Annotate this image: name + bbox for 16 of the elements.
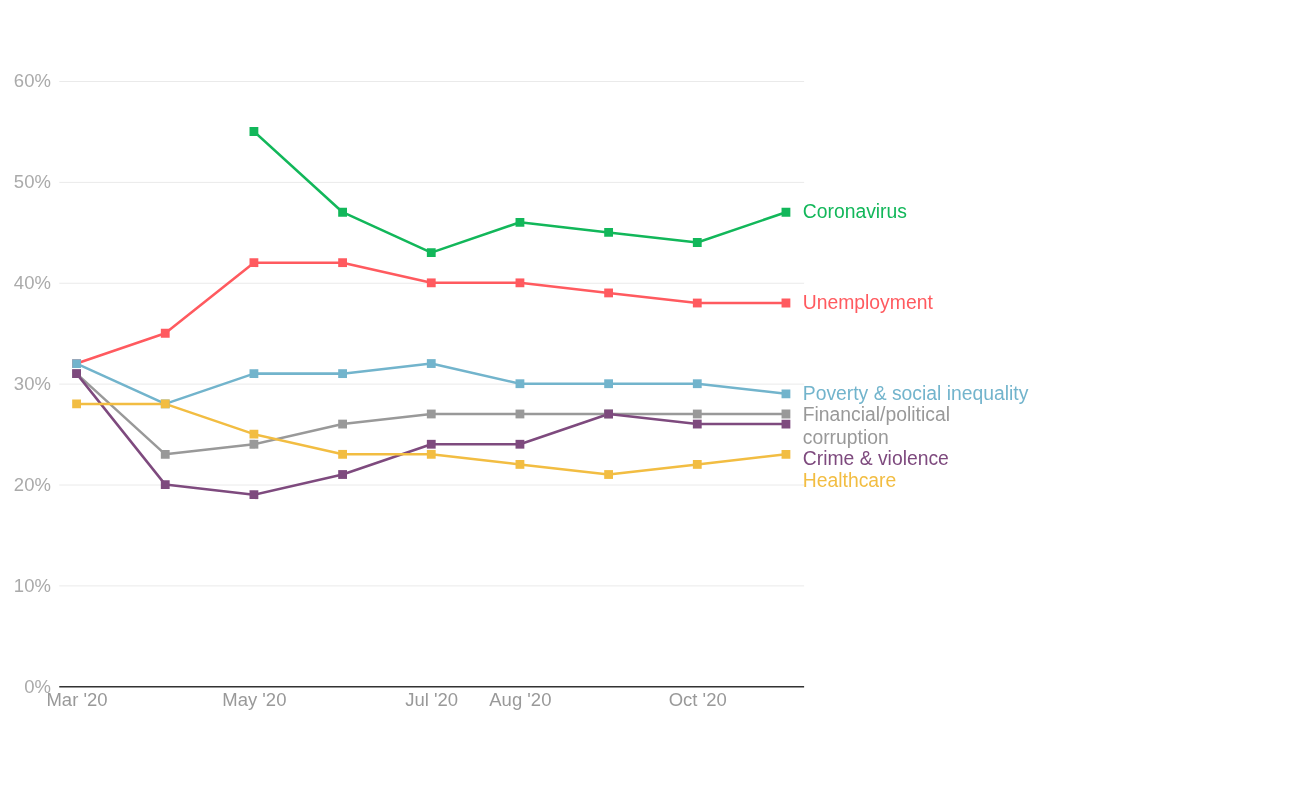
y-tick-label: 50% (13, 171, 51, 193)
y-tick-label: 20% (13, 473, 51, 495)
series-label: Crime & violence (802, 448, 949, 470)
x-tick-label: May '20 (222, 689, 287, 711)
series-label: Unemployment (802, 291, 934, 313)
x-tick-label: Aug '20 (489, 689, 552, 711)
series-label: Coronavirus (802, 201, 907, 223)
x-tick-label: Jul '20 (405, 689, 459, 711)
series-label: Healthcare (802, 470, 897, 492)
x-tick-label: Oct '20 (668, 689, 727, 711)
series-label: Financial/political corruption (802, 404, 950, 448)
y-tick-label: 40% (13, 272, 51, 294)
y-tick-label: 60% (13, 70, 51, 92)
y-tick-label: 10% (13, 574, 51, 596)
series-label: Poverty & social inequality (802, 382, 1029, 404)
y-tick-label: 30% (13, 373, 51, 395)
